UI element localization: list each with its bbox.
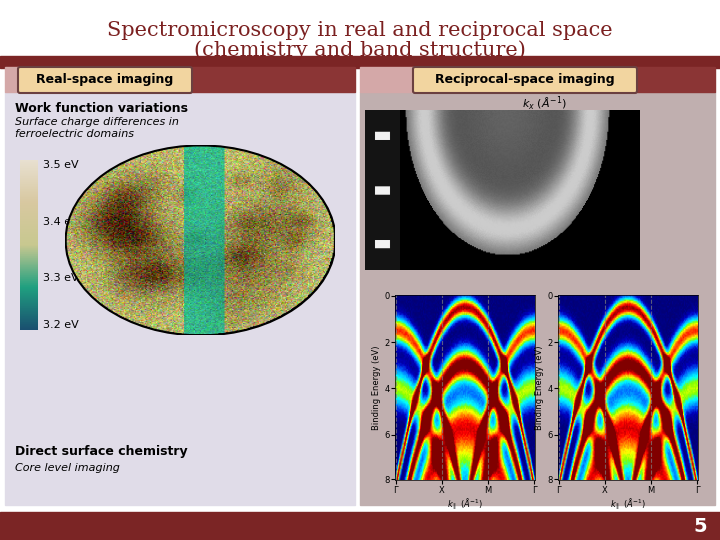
Text: ferroelectric domains: ferroelectric domains xyxy=(15,129,134,139)
Bar xyxy=(360,92,715,505)
Text: Work function variations: Work function variations xyxy=(15,102,188,114)
FancyBboxPatch shape xyxy=(413,67,637,93)
Bar xyxy=(0,512,720,540)
Text: Spectromicroscopy in real and reciprocal space: Spectromicroscopy in real and reciprocal… xyxy=(107,21,613,39)
Y-axis label: Binding Energy (eV): Binding Energy (eV) xyxy=(535,345,544,430)
Text: 3.4 eV: 3.4 eV xyxy=(43,217,78,227)
Text: Real-space imaging: Real-space imaging xyxy=(37,72,174,85)
Bar xyxy=(180,67,355,92)
Text: $k_x\ (\AA^{-1})$: $k_x\ (\AA^{-1})$ xyxy=(523,94,567,112)
Text: 5: 5 xyxy=(693,516,707,536)
Text: (chemistry and band structure): (chemistry and band structure) xyxy=(194,40,526,60)
Bar xyxy=(5,92,355,505)
Text: Reciprocal-space imaging: Reciprocal-space imaging xyxy=(435,72,615,85)
Text: Core level imaging: Core level imaging xyxy=(15,463,120,473)
Text: Surface charge differences in: Surface charge differences in xyxy=(15,117,179,127)
Text: X: X xyxy=(570,167,580,180)
Text: 3.2 eV: 3.2 eV xyxy=(43,320,78,330)
FancyBboxPatch shape xyxy=(18,67,192,93)
Bar xyxy=(5,67,180,92)
Text: 3.3 eV: 3.3 eV xyxy=(43,273,78,283)
Bar xyxy=(535,67,715,92)
Bar xyxy=(537,292,555,482)
Bar xyxy=(360,67,535,92)
Bar xyxy=(0,56,720,68)
Text: M: M xyxy=(570,228,582,241)
X-axis label: $k_{\parallel}\ (\AA^{-1})$: $k_{\parallel}\ (\AA^{-1})$ xyxy=(610,497,647,512)
Text: Direct surface chemistry: Direct surface chemistry xyxy=(15,446,188,458)
X-axis label: $k_{\parallel}\ (\AA^{-1})$: $k_{\parallel}\ (\AA^{-1})$ xyxy=(447,497,483,512)
Text: 3.5 eV: 3.5 eV xyxy=(43,160,78,170)
Text: Γ: Γ xyxy=(479,167,487,180)
Y-axis label: Binding Energy (eV): Binding Energy (eV) xyxy=(372,345,382,430)
